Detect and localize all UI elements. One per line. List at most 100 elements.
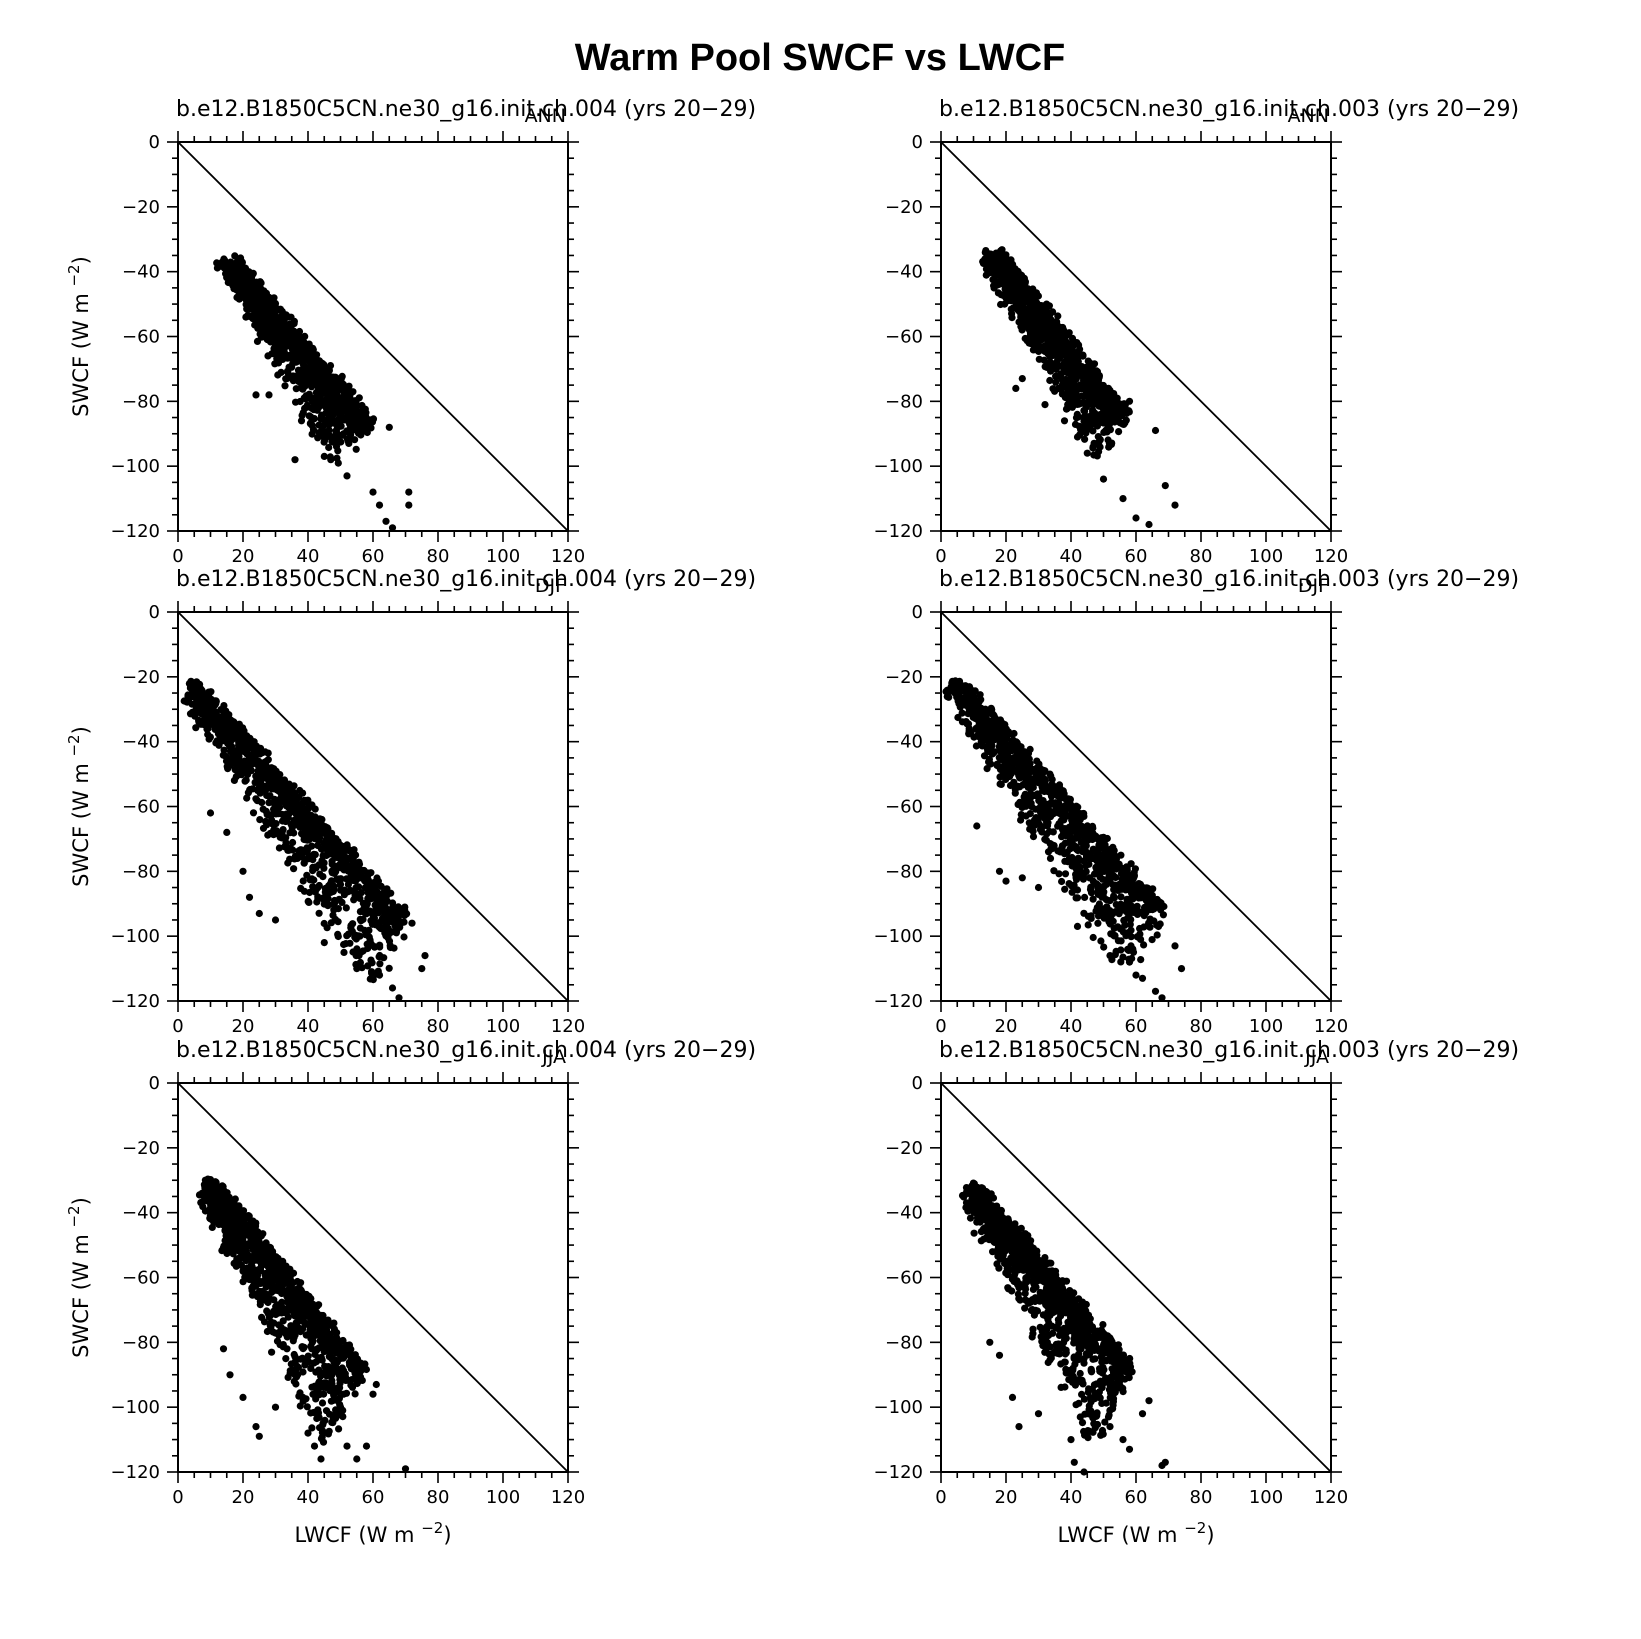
data-point: [1137, 885, 1145, 893]
data-point: [1051, 809, 1059, 817]
data-point: [1087, 914, 1095, 923]
x-tick-label: 40: [1060, 546, 1083, 567]
data-point: [356, 958, 364, 967]
y-tick-label: −120: [111, 521, 160, 542]
data-point: [1063, 848, 1071, 856]
panel-title: b.e12.B1850C5CN.ne30_g16.init.ch.003 (yr…: [939, 97, 1519, 122]
data-point: [1025, 755, 1033, 763]
data-point: [382, 920, 390, 928]
data-point: [1124, 881, 1132, 889]
data-point: [1072, 870, 1080, 879]
data-point: [1057, 371, 1065, 379]
data-point: [1094, 881, 1102, 889]
data-point: [1058, 877, 1066, 886]
data-point: [334, 409, 342, 417]
y-tick-label: −80: [885, 861, 923, 882]
data-point: [388, 524, 397, 532]
data-point: [357, 872, 365, 880]
data-point: [257, 777, 265, 785]
data-point: [315, 835, 323, 843]
data-point: [1148, 905, 1156, 913]
data-point: [326, 453, 334, 461]
data-point: [369, 488, 377, 496]
data-point: [292, 358, 300, 366]
data-point: [952, 680, 961, 688]
data-point: [320, 864, 328, 872]
data-point: [1050, 800, 1058, 808]
data-point: [332, 868, 340, 876]
data-point: [233, 264, 241, 272]
data-point: [1038, 332, 1046, 340]
data-point: [1101, 841, 1109, 849]
data-point: [265, 327, 273, 335]
x-tick-label: 80: [1190, 546, 1213, 567]
data-point: [322, 851, 330, 860]
data-point: [312, 815, 320, 823]
data-point: [275, 306, 283, 314]
data-point: [1171, 942, 1179, 950]
data-point: [999, 268, 1007, 277]
data-point: [245, 893, 254, 901]
data-point: [1135, 894, 1143, 902]
data-point: [299, 365, 307, 373]
data-point: [358, 866, 366, 875]
x-tick-label: 120: [1314, 1016, 1348, 1037]
data-point: [1007, 305, 1015, 313]
data-point: [990, 259, 998, 267]
data-point: [1061, 885, 1069, 893]
data-point: [303, 403, 311, 411]
data-point: [1145, 520, 1153, 529]
data-point: [308, 422, 316, 430]
panel-title: b.e12.B1850C5CN.ne30_g16.init.ch.004 (yr…: [176, 97, 756, 122]
data-point: [220, 746, 228, 754]
data-point: [290, 798, 298, 806]
data-point: [1099, 858, 1107, 866]
data-point: [1153, 931, 1161, 939]
y-tick-label: −60: [885, 327, 923, 348]
data-point: [346, 886, 354, 895]
data-point: [1029, 833, 1038, 841]
data-point: [323, 838, 331, 846]
data-point: [337, 875, 345, 883]
data-point: [335, 438, 343, 446]
data-point: [327, 888, 335, 897]
data-point: [300, 887, 308, 895]
data-point: [1035, 820, 1043, 828]
data-point: [376, 960, 384, 968]
data-point: [1046, 376, 1054, 385]
data-point: [1026, 800, 1034, 808]
data-point: [313, 885, 321, 893]
data-point: [283, 354, 292, 362]
data-point: [328, 844, 336, 852]
data-point: [271, 916, 280, 924]
data-point: [1082, 403, 1090, 411]
data-point: [289, 838, 297, 847]
y-tick-label: −20: [122, 1138, 160, 1159]
data-point: [1067, 839, 1075, 847]
data-point: [344, 866, 352, 874]
data-point: [1047, 367, 1055, 375]
x-tick-label: 60: [1125, 546, 1148, 567]
data-point: [349, 948, 357, 956]
data-point: [1054, 329, 1062, 337]
data-point: [355, 417, 363, 425]
data-point: [1095, 402, 1103, 410]
data-point: [316, 870, 324, 878]
x-tick-label: 80: [427, 546, 450, 567]
data-point: [1041, 401, 1049, 409]
data-point: [235, 295, 243, 303]
x-tick-label: 40: [1060, 1016, 1083, 1037]
data-point: [268, 320, 277, 328]
data-point: [368, 959, 376, 967]
data-point: [1067, 369, 1076, 377]
data-point: [1115, 428, 1123, 436]
y-tick-label: −40: [122, 732, 160, 753]
reference-line: [940, 611, 1332, 1002]
data-point: [352, 851, 360, 859]
data-point: [976, 705, 984, 713]
x-tick-label: 0: [172, 546, 183, 567]
data-point: [1061, 870, 1070, 878]
data-point: [366, 936, 374, 944]
data-point: [290, 865, 298, 873]
